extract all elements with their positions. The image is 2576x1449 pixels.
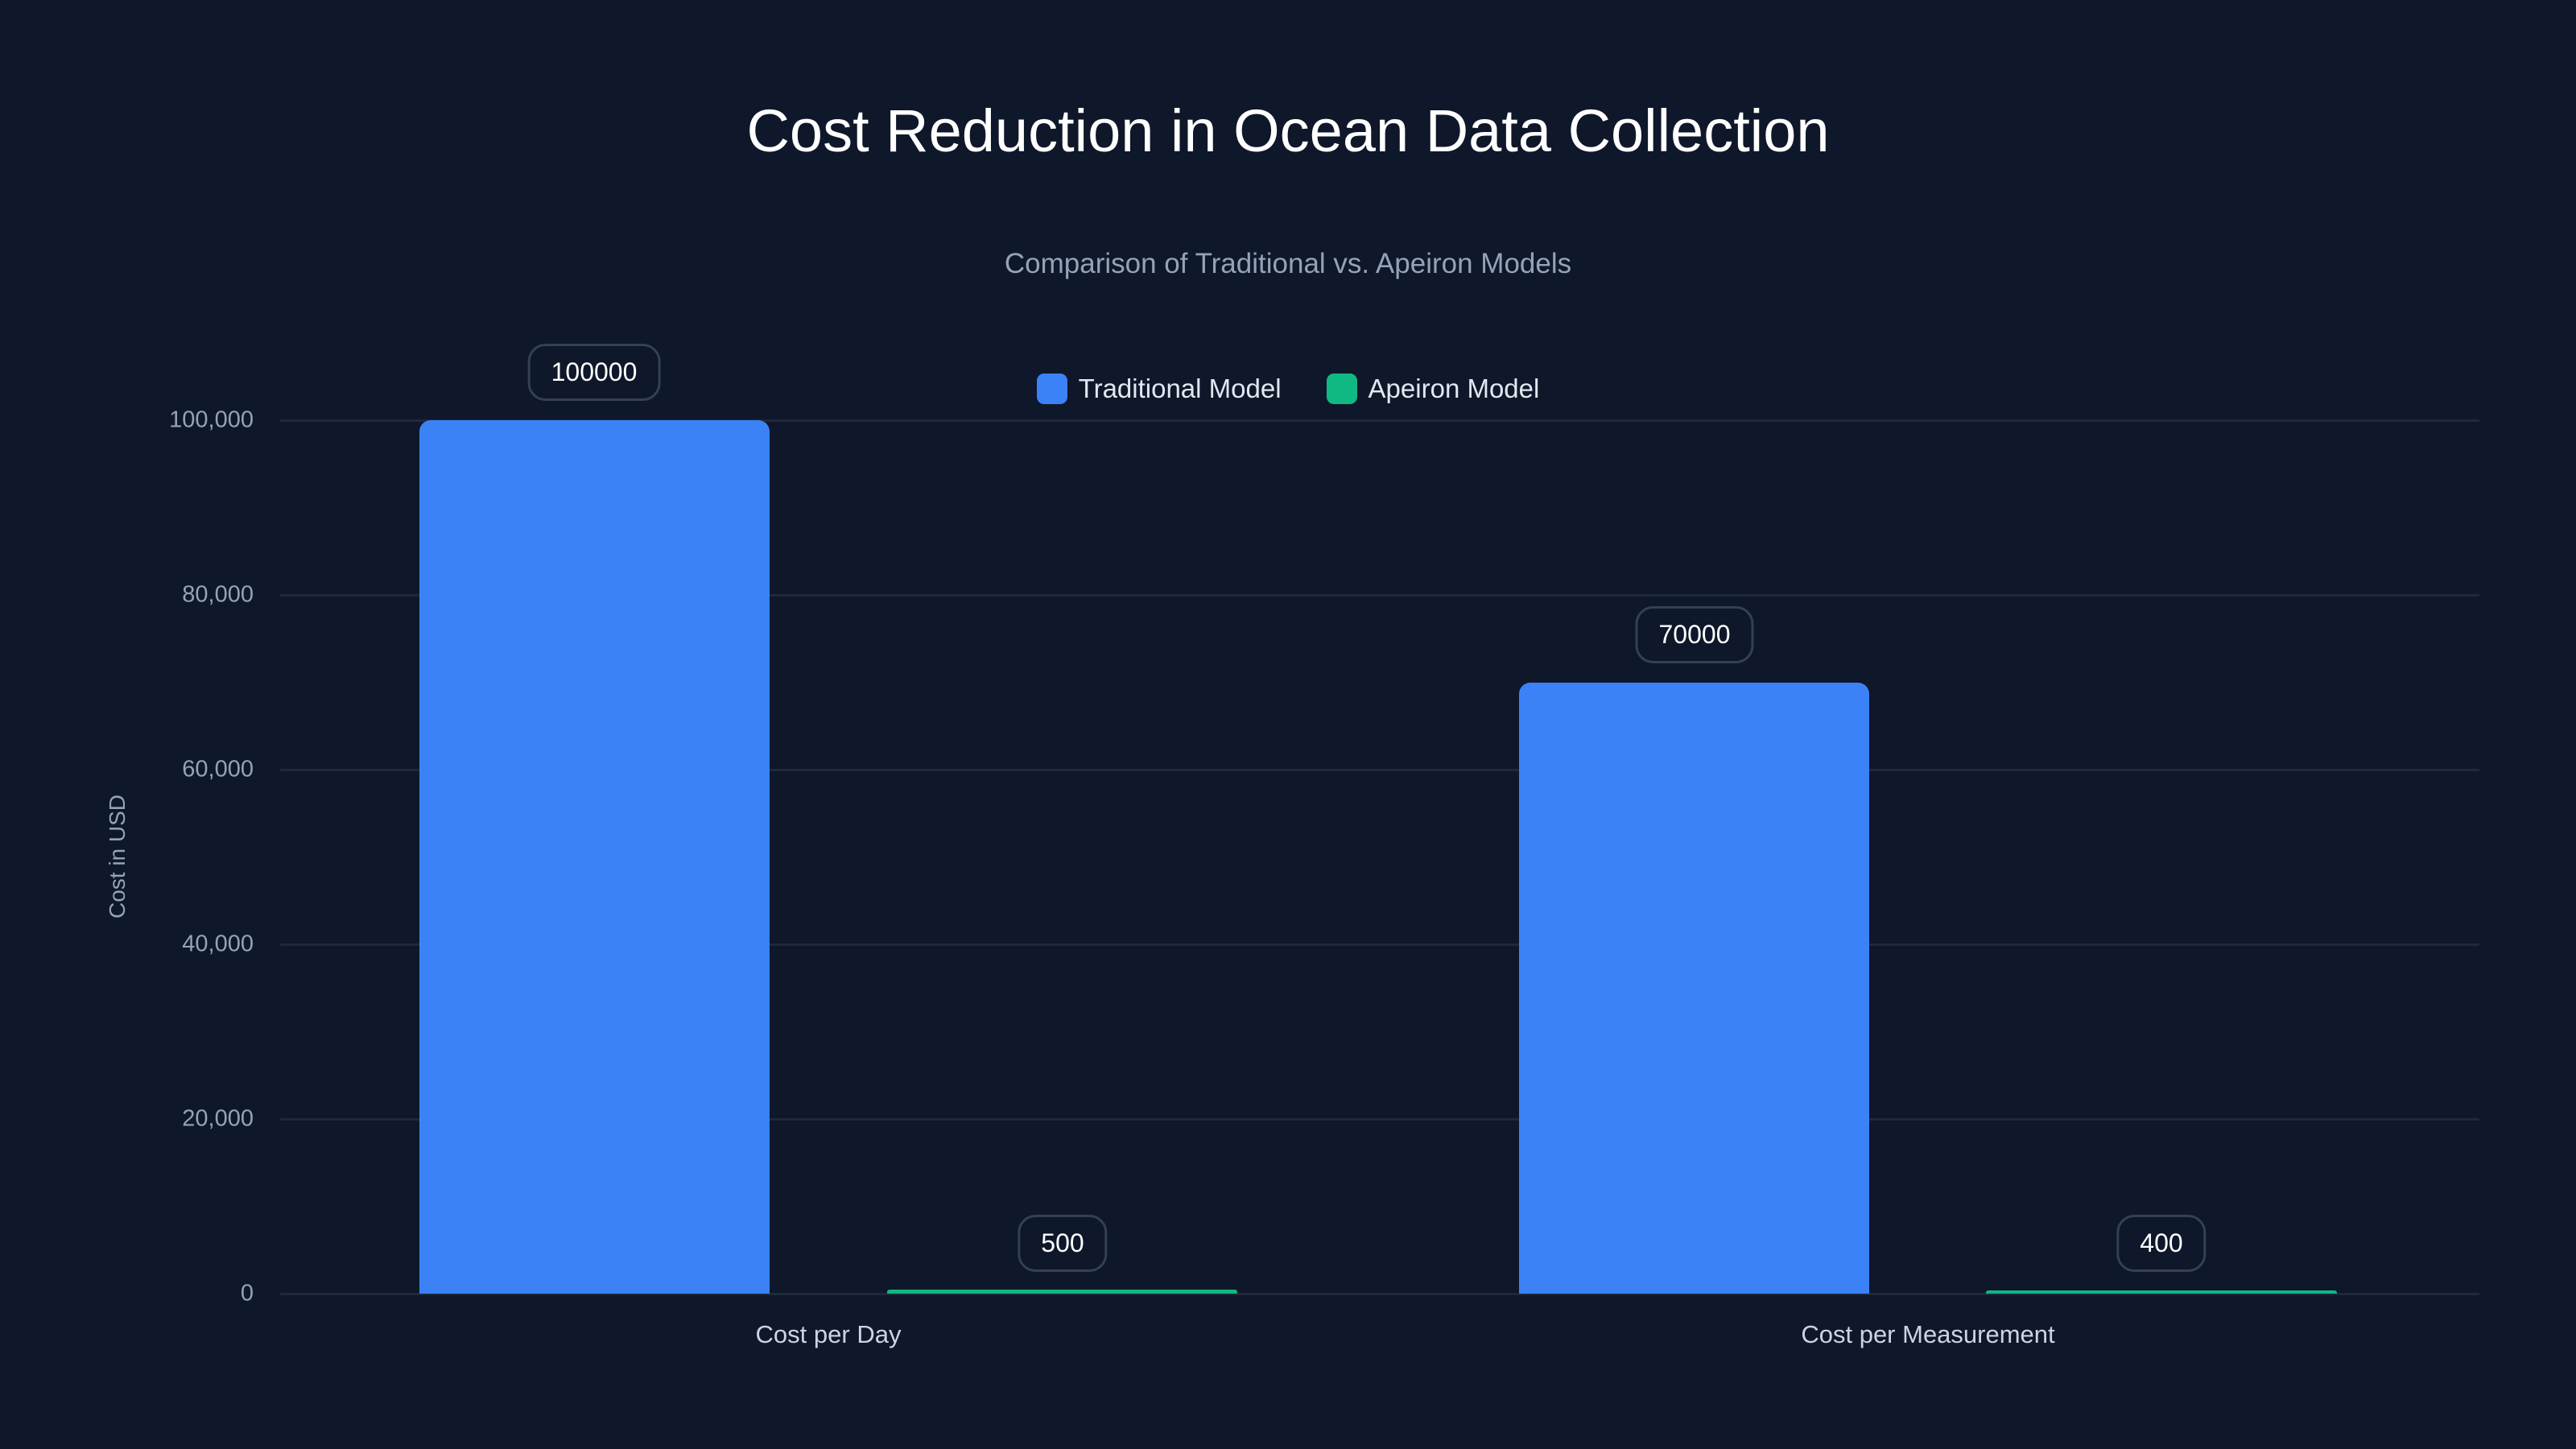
legend-label: Apeiron Model xyxy=(1368,374,1540,403)
data-label: 70000 xyxy=(1635,606,1754,663)
bar-apeiron-cost-per-measurement[interactable] xyxy=(1986,1290,2337,1294)
gridline xyxy=(280,594,2479,597)
legend-swatch-apeiron-icon xyxy=(1326,374,1357,404)
y-tick: 100,000 xyxy=(169,407,254,433)
bar-traditional-cost-per-day[interactable] xyxy=(419,420,770,1294)
gridline xyxy=(280,1118,2479,1121)
bar-apeiron-cost-per-day[interactable] xyxy=(887,1290,1237,1294)
data-label: 400 xyxy=(2116,1215,2207,1272)
y-axis-title: Cost in USD xyxy=(105,794,130,919)
y-tick: 0 xyxy=(240,1280,254,1307)
x-axis-baseline xyxy=(280,1293,2479,1295)
data-label: 100000 xyxy=(527,344,661,401)
x-tick-label: Cost per Measurement xyxy=(1801,1320,2055,1348)
y-tick: 80,000 xyxy=(182,581,254,608)
chart-subtitle: Comparison of Traditional vs. Apeiron Mo… xyxy=(1004,248,1572,279)
legend-swatch-traditional-icon xyxy=(1036,374,1067,404)
legend-label: Traditional Model xyxy=(1078,374,1282,403)
bar-traditional-cost-per-measurement[interactable] xyxy=(1519,683,1869,1294)
legend-item-apeiron[interactable]: Apeiron Model xyxy=(1326,374,1540,404)
chart-title: Cost Reduction in Ocean Data Collection xyxy=(746,97,1830,164)
legend-item-traditional[interactable]: Traditional Model xyxy=(1036,374,1282,404)
y-tick: 20,000 xyxy=(182,1105,254,1132)
gridline xyxy=(280,419,2479,422)
y-tick: 60,000 xyxy=(182,756,254,782)
gridline xyxy=(280,769,2479,771)
gridline xyxy=(280,943,2479,946)
legend: Traditional Model Apeiron Model xyxy=(0,374,2576,404)
y-tick: 40,000 xyxy=(182,931,254,957)
data-label: 500 xyxy=(1018,1215,1108,1272)
x-tick-label: Cost per Day xyxy=(755,1320,902,1348)
